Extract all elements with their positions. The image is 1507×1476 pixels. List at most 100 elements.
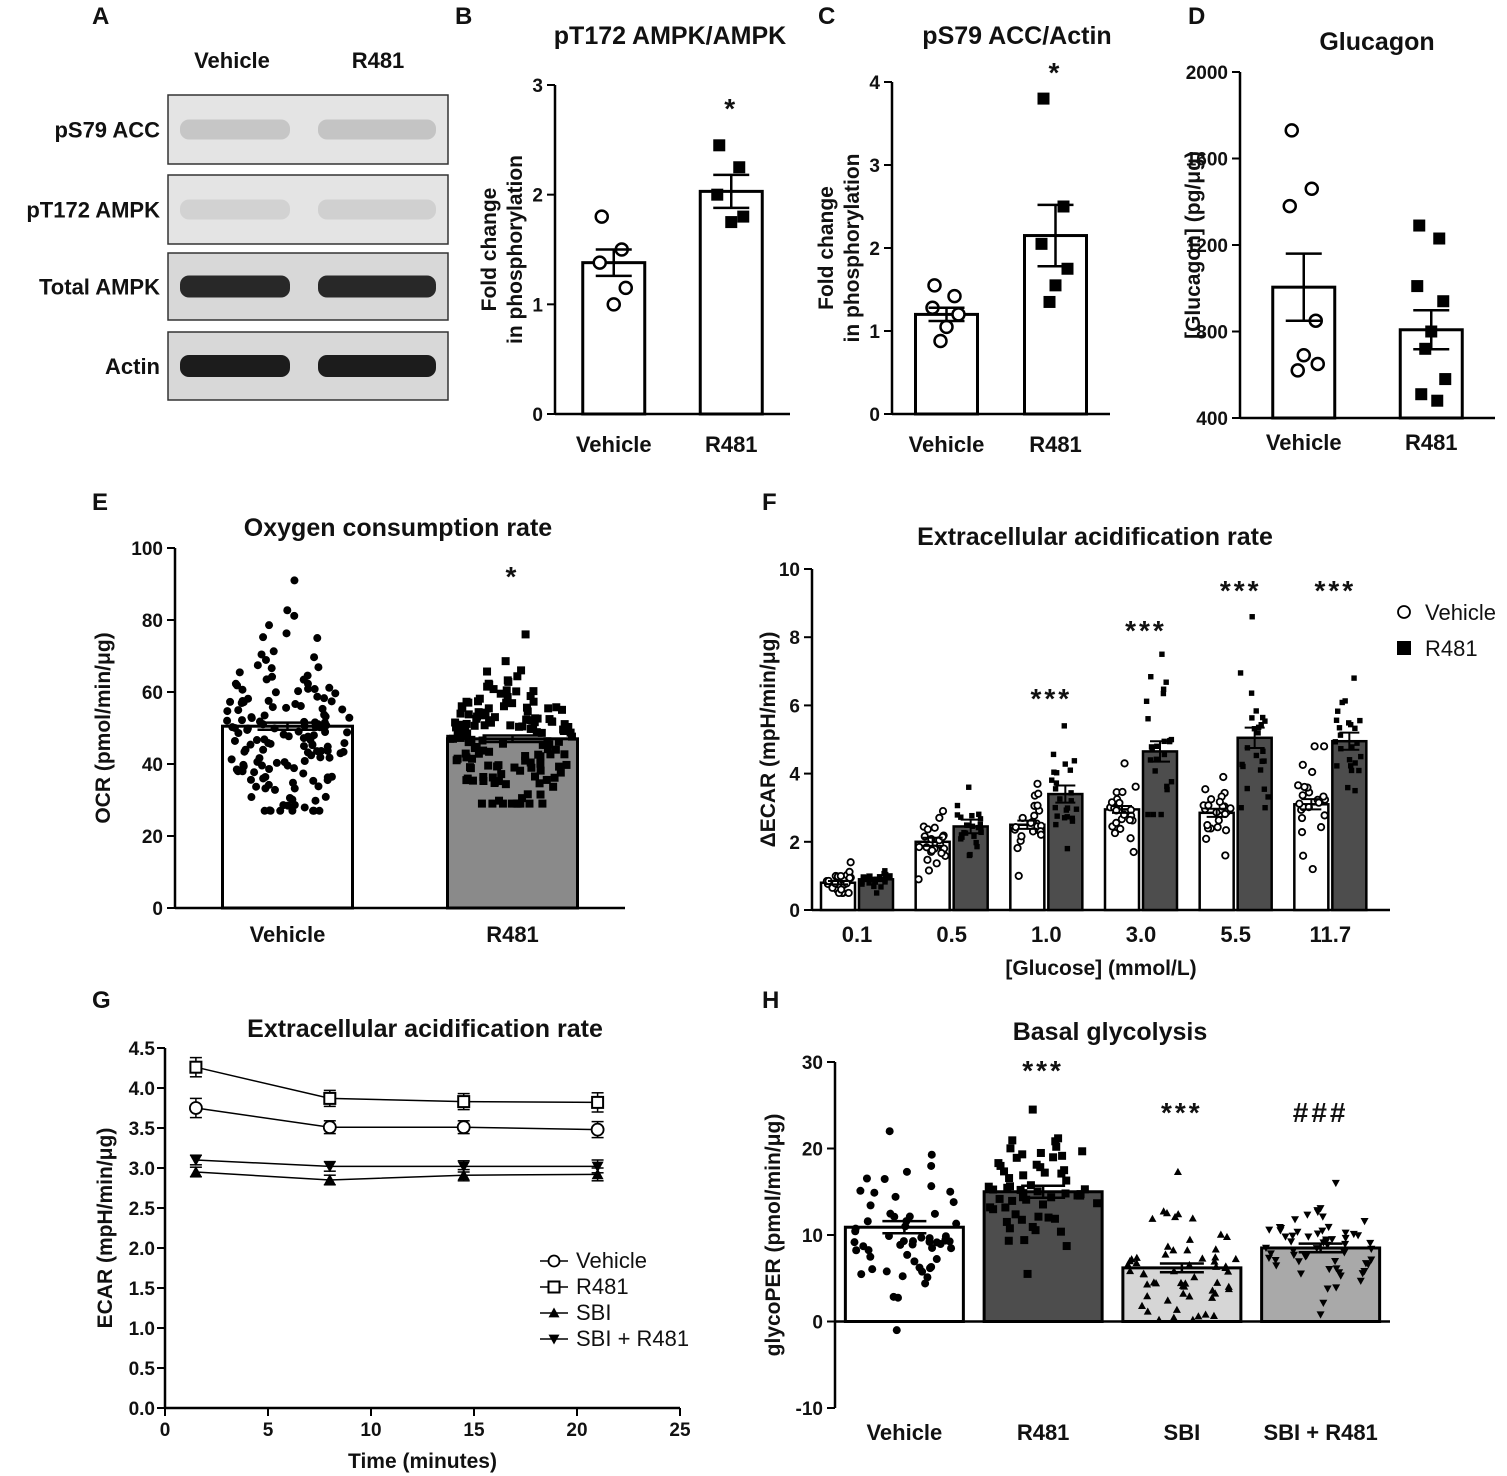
data-point <box>536 766 545 775</box>
data-point <box>1062 761 1068 767</box>
data-point <box>323 776 332 785</box>
data-point <box>1054 1134 1063 1143</box>
data-point <box>1248 690 1255 696</box>
data-point <box>516 766 525 775</box>
data-point <box>971 833 977 839</box>
data-point <box>1367 1245 1376 1253</box>
data-point <box>239 760 248 769</box>
data-point <box>592 255 607 270</box>
x-tick-label: 20 <box>566 1420 587 1441</box>
chart-title: pT172 AMPK/AMPK <box>554 22 786 50</box>
data-point <box>311 722 320 731</box>
data-point <box>1052 804 1058 811</box>
blot-band-r481 <box>318 119 436 140</box>
data-point <box>995 1194 1004 1203</box>
data-points <box>1199 772 1235 860</box>
data-point <box>250 768 259 777</box>
data-point <box>1049 279 1062 292</box>
data-point <box>1051 769 1057 775</box>
chart-title: Basal glycolysis <box>1013 1018 1208 1046</box>
y-tick-label: 2 <box>789 833 800 854</box>
data-points <box>984 1105 1102 1278</box>
data-point <box>1259 758 1265 764</box>
data-point <box>1028 1222 1037 1231</box>
data-point <box>932 859 941 868</box>
data-point <box>290 764 299 773</box>
blot-row-label: pS79 ACC <box>54 118 160 143</box>
data-point <box>457 1161 470 1173</box>
data-point <box>331 689 340 698</box>
data-point <box>927 1161 936 1170</box>
data-point <box>253 661 262 670</box>
data-point <box>1335 708 1341 714</box>
data-point <box>496 689 505 698</box>
data-point <box>974 843 980 850</box>
data-point <box>1357 717 1363 724</box>
data-point <box>1143 1292 1152 1300</box>
data-point <box>1349 1230 1358 1239</box>
data-point <box>189 1166 202 1177</box>
data-point <box>462 719 471 728</box>
data-point <box>1173 1167 1182 1176</box>
y-axis-label: ECAR (mpH/min/μg) <box>94 1128 117 1329</box>
data-point <box>461 724 470 733</box>
data-points <box>1106 759 1140 857</box>
data-point <box>1303 1211 1312 1219</box>
data-point <box>1415 388 1428 401</box>
data-point <box>1164 786 1170 793</box>
data-point <box>494 761 503 770</box>
data-point <box>1143 698 1150 704</box>
data-point <box>941 1232 950 1241</box>
data-point <box>538 799 547 808</box>
data-point <box>908 1240 917 1249</box>
data-point <box>1336 725 1343 731</box>
data-point <box>468 754 477 763</box>
data-point <box>564 723 573 732</box>
data-point <box>932 1255 941 1264</box>
data-point <box>1333 717 1340 723</box>
data-point <box>1202 834 1211 843</box>
data-point <box>300 757 309 766</box>
data-point <box>1331 1179 1340 1188</box>
data-point <box>521 630 530 639</box>
significance-marker: *** <box>1022 1055 1064 1086</box>
series-r481 <box>189 1056 605 1113</box>
data-point <box>1358 753 1364 760</box>
data-point <box>470 721 479 730</box>
data-point <box>1282 198 1297 214</box>
data-point <box>1260 748 1266 754</box>
data-point <box>227 755 236 764</box>
y-tick-label: 6 <box>789 696 800 717</box>
data-point <box>1224 1267 1233 1275</box>
y-tick-label: 800 <box>1196 323 1228 344</box>
chart-title: Extracellular acidification rate <box>917 523 1273 551</box>
y-axis-label: glycoPER (pmol/min/μg) <box>762 1114 785 1357</box>
data-point <box>873 890 880 896</box>
data-point <box>188 1101 203 1115</box>
data-point <box>1294 781 1303 790</box>
data-point <box>1214 816 1223 825</box>
data-point <box>453 754 462 763</box>
data-point <box>915 842 924 852</box>
data-point <box>264 696 273 705</box>
data-point <box>1043 295 1056 308</box>
data-point <box>516 799 525 808</box>
y-tick-label: 20 <box>142 827 163 848</box>
data-point <box>300 721 309 730</box>
data-point <box>1061 1189 1070 1198</box>
data-point <box>1120 759 1129 768</box>
data-point <box>484 761 493 770</box>
blot-band-vehicle <box>180 275 290 298</box>
data-point <box>243 725 252 734</box>
legend-label: Vehicle <box>1425 600 1496 625</box>
data-point <box>283 761 292 770</box>
series-sbi-r481 <box>189 1154 604 1174</box>
data-point <box>1028 1105 1037 1114</box>
data-point <box>1194 1312 1203 1320</box>
data-point <box>1249 614 1255 620</box>
data-point <box>1044 1213 1053 1222</box>
data-point <box>1209 1311 1218 1319</box>
significance-marker: ### <box>1293 1097 1349 1128</box>
data-point <box>618 280 633 296</box>
data-point <box>1338 746 1344 752</box>
